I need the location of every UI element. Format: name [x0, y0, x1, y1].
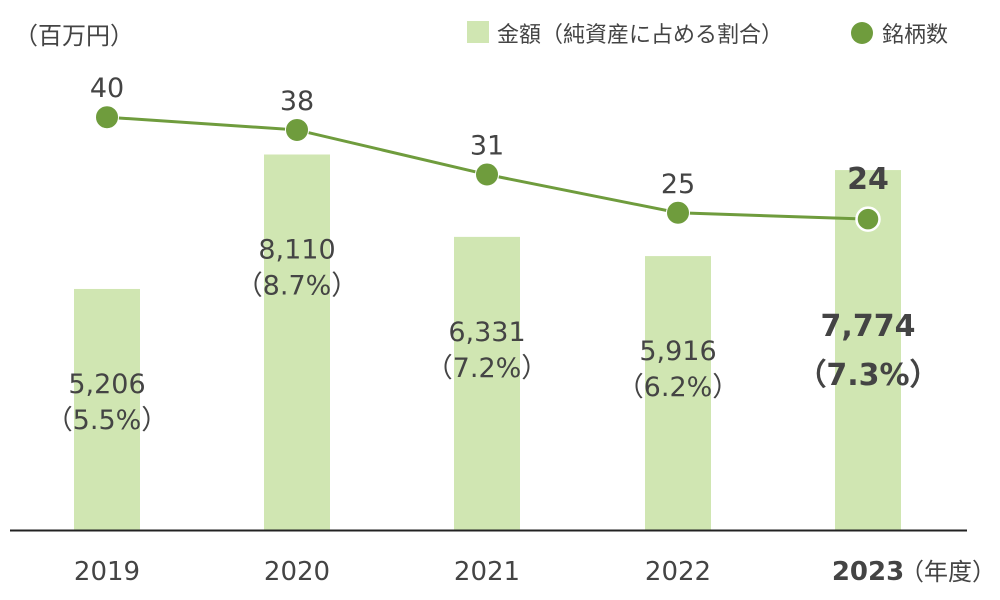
- legend-bar-label: 金額（純資産に占める割合）: [497, 23, 783, 48]
- line-value-label: 24: [847, 162, 889, 197]
- x-tick-label: 2019: [74, 557, 140, 587]
- y-unit-label: （百万円）: [14, 22, 134, 50]
- x-unit-label: （年度）: [900, 558, 996, 586]
- bar-value-label: 8,110: [258, 235, 335, 266]
- line-value-label: 31: [470, 131, 504, 162]
- bar-value-label: 5,206: [68, 369, 145, 400]
- bar-2020: [264, 154, 330, 530]
- bar-percent-label: （6.2%）: [617, 372, 740, 403]
- bar-value-label: 7,774: [821, 309, 916, 344]
- bar-value-label: 6,331: [448, 317, 525, 348]
- bar-2021: [454, 236, 520, 530]
- bar-percent-label: （8.7%）: [236, 271, 359, 302]
- legend-line-marker: [851, 22, 873, 44]
- legend: 金額（純資産に占める割合） 銘柄数: [467, 21, 948, 48]
- legend-line-label: 銘柄数: [882, 23, 948, 48]
- bar-2022: [645, 256, 711, 530]
- line-point-2020: [285, 117, 309, 142]
- x-tick-label: 2020: [264, 557, 330, 587]
- line-series: 40 38 31 25 24: [90, 73, 889, 232]
- bar-percent-label: （5.5%）: [46, 405, 169, 436]
- bar-percent-label: （7.2%）: [426, 353, 549, 384]
- line-point-2023: [855, 206, 881, 232]
- line-point-2022: [666, 200, 690, 225]
- x-tick-label: 2022: [645, 557, 711, 587]
- bar-value-label: 5,916: [639, 336, 716, 367]
- line-value-label: 40: [90, 73, 124, 104]
- line-value-label: 25: [661, 169, 695, 200]
- x-tick-label: 2023: [832, 557, 904, 587]
- line-point-2021: [475, 162, 499, 187]
- bar-series: [74, 154, 901, 531]
- bar-2019: [74, 288, 140, 530]
- x-tick-labels: 2019 2020 2021 2022 2023: [74, 557, 904, 587]
- bar-value-labels: 5,206 （5.5%） 8,110 （8.7%） 6,331 （7.2%） 5,916 （6…: [46, 235, 940, 436]
- x-tick-label: 2021: [454, 557, 520, 587]
- line-value-label: 38: [280, 86, 314, 117]
- bar-percent-label: （7.3%）: [796, 358, 939, 393]
- line-point-2019: [95, 105, 119, 130]
- legend-bar-swatch: [467, 21, 489, 43]
